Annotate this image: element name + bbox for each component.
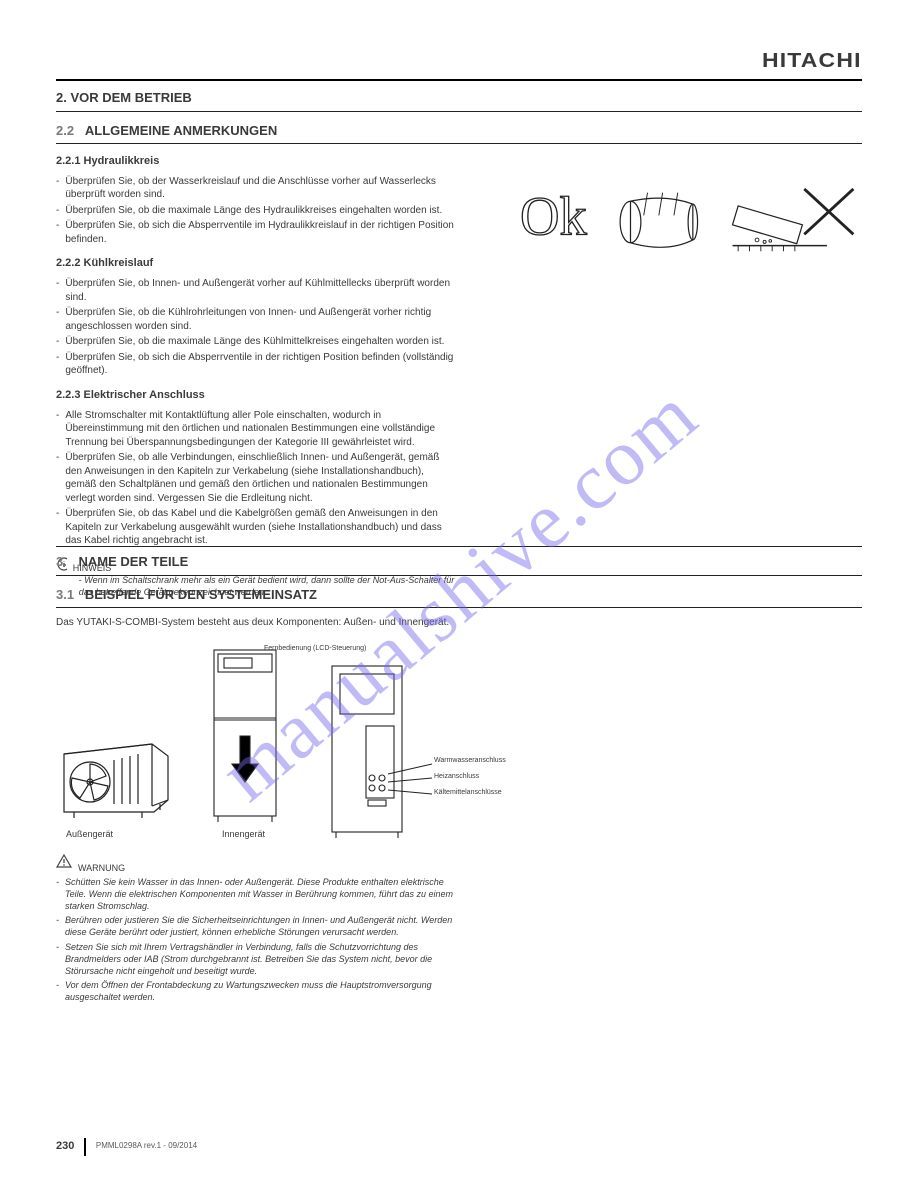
bullet-dash: -	[56, 306, 59, 333]
page-number: 230	[56, 1139, 74, 1154]
rule-section	[56, 143, 862, 144]
domestic-label: Warmwasseranschluss	[434, 756, 506, 765]
elec-heading: 2.2.3 Elektrischer Anschluss	[56, 388, 456, 403]
bullet-dash: -	[56, 219, 59, 246]
rule-chapter	[56, 111, 862, 112]
hydraulic-heading: 2.2.1 Hydraulikkreis	[56, 154, 456, 169]
rule-s3-mid	[56, 575, 862, 576]
warning-item: Schütten Sie kein Wasser in das Innen- o…	[65, 876, 456, 912]
outdoor-label: Außengerät	[66, 828, 176, 840]
elec-item: Alle Stromschalter mit Kontaktlüftung al…	[65, 409, 456, 450]
refrig-conn-label: Kältemittelanschlüsse	[434, 788, 502, 797]
chapter-title: 2. VOR DEM BETRIEB	[56, 89, 862, 107]
warning-label: WARNUNG	[78, 862, 125, 874]
indoor-label: Innengerät	[222, 828, 294, 840]
bullet-dash: -	[56, 277, 59, 304]
remote-label: Fernbedienung (LCD-Steuerung)	[264, 644, 366, 653]
bullet-dash: -	[56, 451, 59, 505]
warning-icon	[56, 854, 72, 868]
hydraulic-item: Überprüfen Sie, ob die maximale Länge de…	[65, 204, 456, 218]
bullet-dash: -	[56, 409, 59, 450]
rule-s3-sub	[56, 607, 862, 608]
s3-num: 3.	[56, 553, 67, 571]
brand-logo: HITACHI	[762, 48, 862, 75]
section-title: ALLGEMEINE ANMERKUNGEN	[85, 123, 277, 138]
indoor-unit-front	[204, 644, 294, 824]
warning-item: Berühren oder justieren Sie die Sicherhe…	[65, 914, 456, 938]
section-number: 2.2	[56, 122, 74, 140]
bullet-dash: -	[56, 175, 59, 202]
bullet-dash: -	[56, 351, 59, 378]
s3-1-num: 3.1	[56, 586, 74, 604]
refrig-item: Überprüfen Sie, ob Innen- und Außengerät…	[65, 277, 456, 304]
ok-figure: Ok	[520, 178, 860, 266]
refrig-item: Überprüfen Sie, ob sich die Absperrventi…	[65, 351, 456, 378]
hydraulic-item: Überprüfen Sie, ob der Wasserkreislauf u…	[65, 175, 456, 202]
outdoor-unit-figure	[56, 738, 176, 824]
page-footer: 230 PMML0298A rev.1 - 09/2014	[56, 1138, 862, 1154]
svg-text:Ok: Ok	[520, 185, 588, 246]
bullet-dash: -	[56, 335, 59, 349]
indoor-unit-side	[322, 660, 482, 840]
refrig-heading: 2.2.2 Kühlkreislauf	[56, 256, 456, 271]
doc-ref: PMML0298A rev.1 - 09/2014	[96, 1141, 197, 1152]
refrig-item: Überprüfen Sie, ob die Kühlrohrleitungen…	[65, 306, 456, 333]
hydraulic-item: Überprüfen Sie, ob sich die Absperrventi…	[65, 219, 456, 246]
s3-para: Das YUTAKI-S-COMBI-System besteht aus de…	[56, 616, 456, 630]
s3-title: NAME DER TEILE	[78, 554, 188, 569]
refrig-item: Überprüfen Sie, ob die maximale Länge de…	[65, 335, 456, 349]
warning-item: Setzen Sie sich mit Ihrem Vertragshändle…	[65, 941, 456, 977]
elec-item: Überprüfen Sie, ob alle Verbindungen, ei…	[65, 451, 456, 505]
s3-1-title: BEISPIEL FÜR DEN SYSTEMEINSATZ	[85, 587, 317, 602]
bullet-dash: -	[56, 204, 59, 218]
rule-s3-top	[56, 546, 862, 547]
warning-item: Vor dem Öffnen der Frontabdeckung zu War…	[65, 979, 456, 1003]
rule-top	[56, 79, 862, 81]
heating-label: Heizanschluss	[434, 772, 479, 781]
